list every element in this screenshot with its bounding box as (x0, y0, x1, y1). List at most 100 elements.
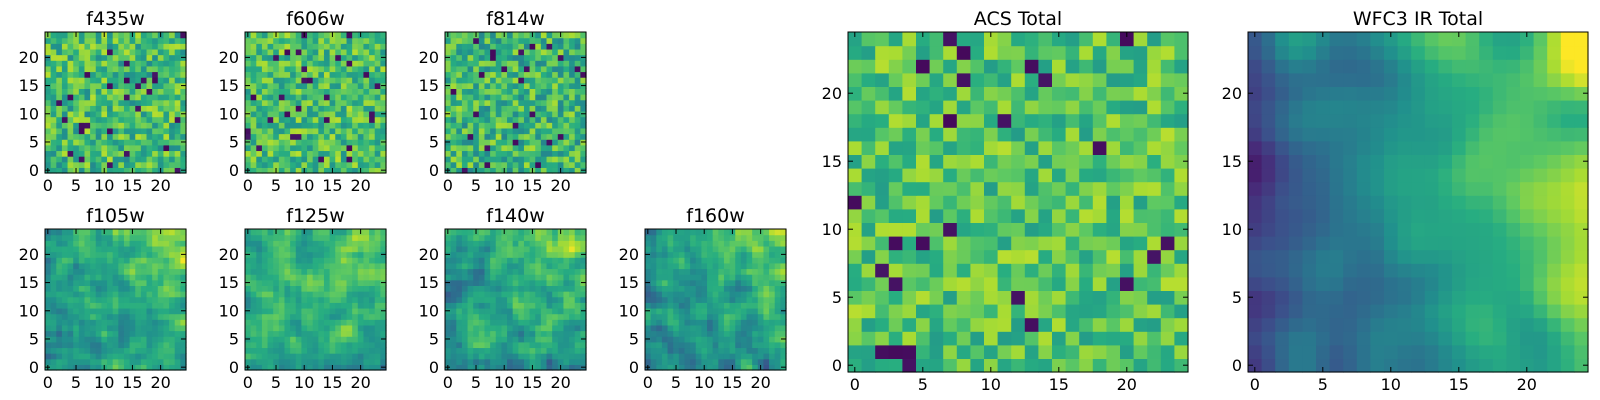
heatmap-cell-f435w (78, 99, 86, 106)
heatmap-cell-f125w (357, 279, 365, 286)
heatmap-cell-f105w (152, 347, 159, 354)
heatmap-cell-f160w (718, 302, 725, 309)
heatmap-cell-f125w (312, 319, 319, 326)
heatmap-cell-f125w (369, 324, 376, 332)
heatmap-cell-f435w (135, 43, 142, 50)
heatmap-cell-f105w (112, 358, 119, 365)
heatmap-cell-f140w (552, 307, 559, 315)
heatmap-cell-f814w (557, 150, 565, 157)
heatmap-cell-f105w (135, 285, 142, 292)
heatmap-cell-f814w (467, 65, 474, 73)
heatmap-cell-f606w (284, 105, 291, 112)
heatmap-cell-f105w (56, 324, 63, 332)
heatmap-cell-f105w (118, 279, 125, 286)
heatmap-cell-f160w (752, 307, 759, 315)
heatmap-cell-f606w (318, 156, 325, 163)
heatmap-cell-f160w (729, 268, 736, 275)
heatmap-cell-acs-total (1106, 263, 1121, 278)
heatmap-cell-acs-total (929, 276, 944, 291)
heatmap-cell-f814w (450, 88, 457, 95)
heatmap-cell-f160w (667, 268, 674, 275)
heatmap-cell-f105w (95, 268, 102, 275)
heatmap-cell-f105w (174, 251, 181, 258)
heatmap-cell-f125w (307, 245, 314, 253)
heatmap-cell-f140w (518, 307, 525, 315)
heatmap-cell-f160w (707, 234, 714, 241)
heatmap-cell-f160w (740, 358, 748, 365)
heatmap-cell-f814w (518, 32, 525, 39)
heatmap-cell-f140w (461, 313, 469, 320)
heatmap-cell-f435w (50, 65, 57, 73)
heatmap-cell-f105w (107, 302, 114, 309)
heatmap-cell-f140w (518, 291, 525, 298)
heatmap-cell-f160w (746, 313, 753, 320)
heatmap-cell-f606w (323, 144, 331, 152)
heatmap-cell-f606w (267, 37, 274, 44)
heatmap-cell-f140w (461, 245, 469, 253)
heatmap-cell-acs-total (1052, 208, 1067, 223)
heatmap-cell-f160w (752, 285, 759, 292)
heatmap-cell-acs-total (1174, 290, 1189, 305)
heatmap-cell-f105w (78, 296, 86, 303)
heatmap-cell-f606w (363, 94, 370, 101)
heatmap-cell-f125w (369, 330, 376, 337)
heatmap-cell-f435w (169, 32, 176, 39)
heatmap-cell-f606w (357, 43, 365, 50)
heatmap-cell-f160w (752, 336, 759, 343)
heatmap-cell-f105w (101, 240, 108, 247)
heatmap-cell-f814w (552, 110, 559, 118)
heatmap-cell-acs-total (1011, 168, 1026, 183)
heatmap-cell-f160w (650, 240, 657, 247)
heatmap-cell-f105w (169, 347, 176, 354)
heatmap-cell-f140w (461, 285, 469, 292)
heatmap-cell-f160w (763, 291, 770, 298)
heatmap-cell-f125w (346, 353, 353, 360)
heatmap-cell-f125w (273, 262, 280, 270)
heatmap-cell-f606w (295, 77, 302, 84)
heatmap-cell-f105w (45, 268, 52, 275)
heatmap-cell-acs-total (861, 276, 876, 291)
heatmap-cell-f160w (667, 229, 674, 236)
heatmap-cell-f814w (574, 48, 581, 56)
heatmap-cell-f160w (667, 307, 674, 315)
heatmap-cell-f160w (645, 234, 652, 241)
heatmap-cell-f606w (261, 161, 269, 168)
heatmap-cell-f435w (169, 65, 176, 73)
heatmap-cell-f125w (278, 302, 286, 309)
heatmap-cell-f140w (569, 262, 576, 270)
heatmap-cell-f105w (163, 257, 170, 264)
heatmap-cell-f814w (529, 99, 536, 106)
heatmap-cell-f140w (501, 274, 508, 281)
heatmap-cell-f814w (484, 48, 491, 56)
heatmap-cell-f105w (50, 257, 57, 264)
heatmap-cell-f105w (73, 358, 80, 365)
heatmap-cell-acs-total (861, 317, 876, 332)
heatmap-cell-f140w (495, 257, 502, 264)
heatmap-cell-f814w (518, 105, 525, 112)
heatmap-cell-f140w (574, 268, 581, 275)
heatmap-cell-f435w (78, 110, 86, 118)
heatmap-cell-f140w (461, 353, 469, 360)
heatmap-cell-f814w (546, 37, 553, 44)
heatmap-cell-f814w (569, 156, 576, 163)
heatmap-cell-f160w (707, 274, 714, 281)
heatmap-cell-f160w (769, 364, 776, 371)
heatmap-cell-f125w (245, 353, 252, 360)
heatmap-cell-f814w (535, 54, 542, 61)
heatmap-cell-f435w (67, 54, 74, 61)
heatmap-cell-f105w (140, 279, 148, 286)
heatmap-cell-f140w (546, 364, 553, 371)
heatmap-cell-f606w (380, 43, 387, 50)
heatmap-cell-f435w (50, 48, 57, 56)
heatmap-cell-f435w (45, 116, 52, 123)
heatmap-cell-f105w (146, 347, 153, 354)
heatmap-cell-f814w (557, 82, 565, 89)
heatmap-cell-f435w (90, 99, 97, 106)
heatmap-cell-f125w (380, 291, 387, 298)
heatmap-cell-f160w (650, 336, 657, 343)
heatmap-cell-f140w (557, 240, 565, 247)
heatmap-cell-f606w (301, 48, 308, 56)
heatmap-cell-acs-total (1133, 276, 1148, 291)
heatmap-cell-f140w (456, 251, 463, 258)
heatmap-cell-f606w (307, 60, 314, 67)
